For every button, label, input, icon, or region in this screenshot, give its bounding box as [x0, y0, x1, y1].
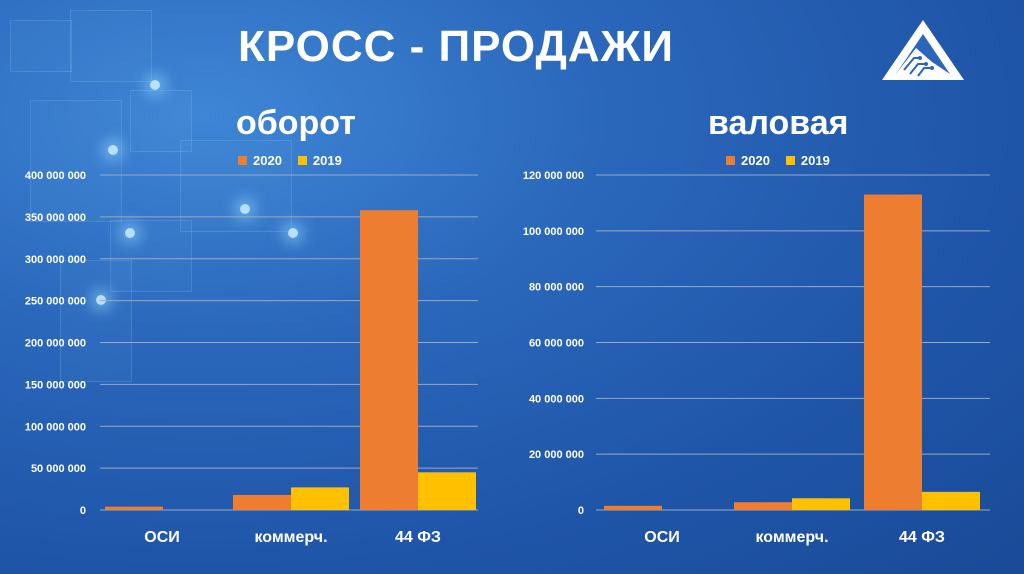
legend-swatch-2020 [238, 156, 247, 165]
bar-2020 [105, 506, 163, 510]
y-tick-label: 20 000 000 [529, 449, 584, 461]
background-glow [240, 204, 250, 214]
bar-2020 [233, 494, 291, 510]
triangle-circuit-logo-icon [882, 20, 964, 80]
y-tick-label: 60 000 000 [529, 338, 584, 350]
legend-swatch-2019 [785, 156, 795, 165]
bar-2020 [734, 502, 792, 510]
chart-legend-turnover: 2020 2019 [238, 153, 352, 168]
legend-label-2019: 2019 [312, 153, 342, 168]
bar-2019 [418, 472, 476, 510]
background-glow [96, 295, 106, 305]
legend-label-2019: 2019 [800, 153, 830, 168]
bar-2019 [291, 487, 349, 510]
y-tick-label: 100 000 000 [523, 226, 584, 238]
background-glow [150, 80, 160, 90]
background-decoration [10, 20, 72, 72]
background-glow [288, 228, 298, 238]
background-glow [125, 228, 135, 238]
chart-title-turnover: оборот [236, 104, 356, 142]
category-label: ОСИ [644, 529, 680, 546]
bar-2020 [864, 194, 922, 510]
bar-2019 [922, 491, 980, 510]
category-label: ОСИ [144, 529, 180, 546]
background-decoration [30, 100, 122, 222]
y-tick-label: 0 [80, 505, 86, 517]
bar-2019 [792, 498, 850, 510]
y-tick-label: 0 [578, 505, 584, 517]
bar-2020 [604, 505, 662, 510]
chart-title-gross: валовая [708, 104, 849, 142]
y-tick-label: 40 000 000 [529, 393, 584, 405]
category-label: коммерч. [755, 529, 828, 546]
category-label: 44 ФЗ [395, 529, 441, 546]
legend-label-2020: 2020 [741, 153, 770, 168]
legend-swatch-2019 [297, 156, 307, 165]
background-glow [108, 145, 118, 155]
legend-label-2020: 2020 [253, 153, 282, 168]
page-title: КРОСС - ПРОДАЖИ [238, 22, 675, 71]
background-decoration [110, 220, 192, 292]
background-decoration [60, 260, 132, 382]
background-decoration [70, 10, 152, 82]
y-tick-label: 100 000 000 [25, 421, 86, 433]
legend-swatch-2020 [726, 156, 735, 165]
y-tick-label: 80 000 000 [529, 282, 584, 294]
y-tick-label: 50 000 000 [31, 463, 86, 475]
category-label: коммерч. [254, 529, 327, 546]
background-decoration [130, 90, 192, 152]
category-label: 44 ФЗ [899, 529, 945, 546]
bar-2020 [360, 210, 418, 511]
chart-legend-gross: 2020 2019 [726, 153, 840, 168]
y-tick-label: 120 000 000 [523, 170, 584, 182]
